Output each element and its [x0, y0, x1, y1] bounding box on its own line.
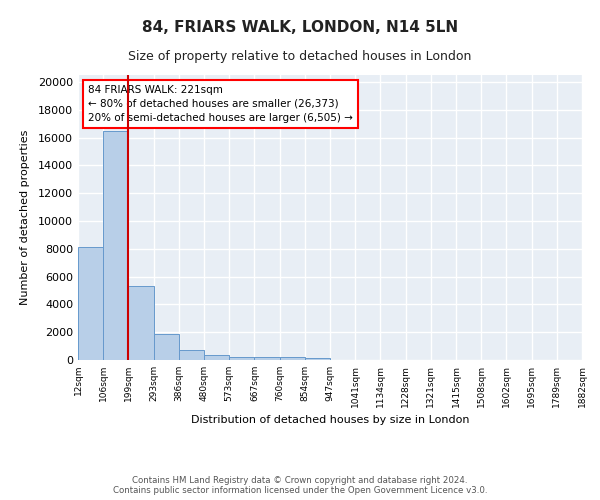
Bar [128, 286, 154, 360]
Bar [229, 356, 254, 360]
Bar [103, 130, 128, 360]
Bar [305, 358, 330, 360]
Text: 84, FRIARS WALK, LONDON, N14 5LN: 84, FRIARS WALK, LONDON, N14 5LN [142, 20, 458, 35]
Text: Size of property relative to detached houses in London: Size of property relative to detached ho… [128, 50, 472, 63]
X-axis label: Distribution of detached houses by size in London: Distribution of detached houses by size … [191, 416, 469, 426]
Bar [204, 356, 229, 360]
Bar [280, 358, 305, 360]
Bar [154, 334, 179, 360]
Bar [78, 248, 103, 360]
Bar [254, 358, 280, 360]
Bar [179, 350, 204, 360]
Y-axis label: Number of detached properties: Number of detached properties [20, 130, 29, 305]
Text: 84 FRIARS WALK: 221sqm
← 80% of detached houses are smaller (26,373)
20% of semi: 84 FRIARS WALK: 221sqm ← 80% of detached… [88, 85, 353, 123]
Text: Contains HM Land Registry data © Crown copyright and database right 2024.
Contai: Contains HM Land Registry data © Crown c… [113, 476, 487, 495]
